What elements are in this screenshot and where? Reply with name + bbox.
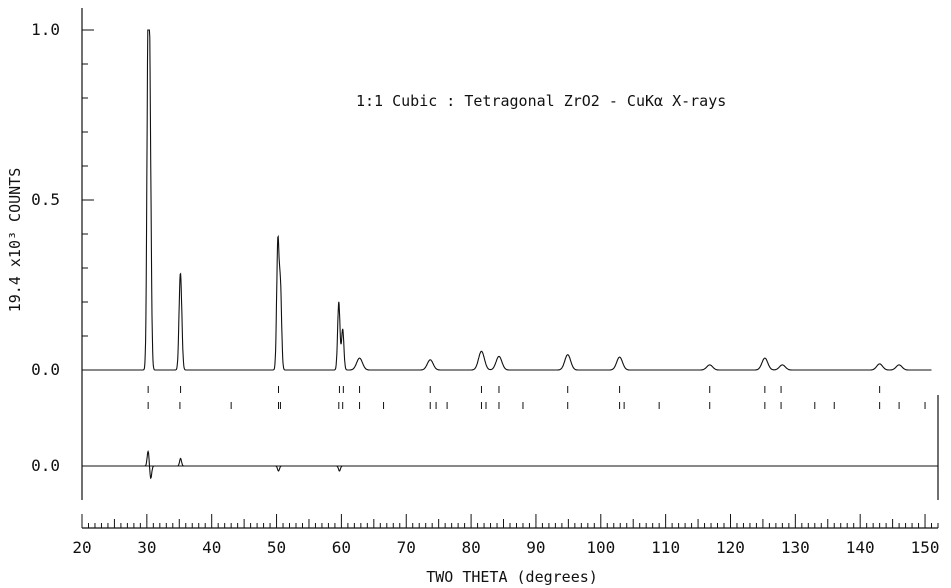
x-tick-label: 70 [397,538,416,557]
difference-y-label: 0.0 [31,456,60,475]
x-tick-label: 40 [202,538,221,557]
y-tick-label: 1.0 [31,20,60,39]
x-tick-label: 60 [332,538,351,557]
y-axis-title: 19.4 x10³ COUNTS [6,168,24,313]
chart-title: 1:1 Cubic : Tetragonal ZrO2 - CuKα X-ray… [356,92,726,110]
x-tick-label: 130 [781,538,810,557]
difference-curve [85,450,932,480]
x-tick-label: 140 [846,538,875,557]
x-tick-label: 90 [526,538,545,557]
x-tick-label: 120 [716,538,745,557]
x-axis-tick-labels: 20 30 40 50 60 70 80 90 100 110 120 130 140 150 [72,538,939,557]
x-tick-label: 80 [461,538,480,557]
y-tick-label: 0.0 [31,360,60,379]
x-tick-label: 150 [911,538,940,557]
y-tick-label: 0.5 [31,190,60,209]
reflection-markers [147,386,926,409]
x-axis-title: TWO THETA (degrees) [426,568,598,586]
y-axis-tick-labels: 0.0 0.5 1.0 [31,20,60,379]
x-tick-label: 30 [137,538,156,557]
x-axis-ticks [81,514,939,528]
diffraction-pattern-line [85,29,932,371]
y-axis-ticks [82,29,94,371]
x-tick-label: 100 [586,538,615,557]
x-tick-label: 110 [651,538,680,557]
x-tick-label: 20 [72,538,91,557]
x-tick-label: 50 [267,538,286,557]
